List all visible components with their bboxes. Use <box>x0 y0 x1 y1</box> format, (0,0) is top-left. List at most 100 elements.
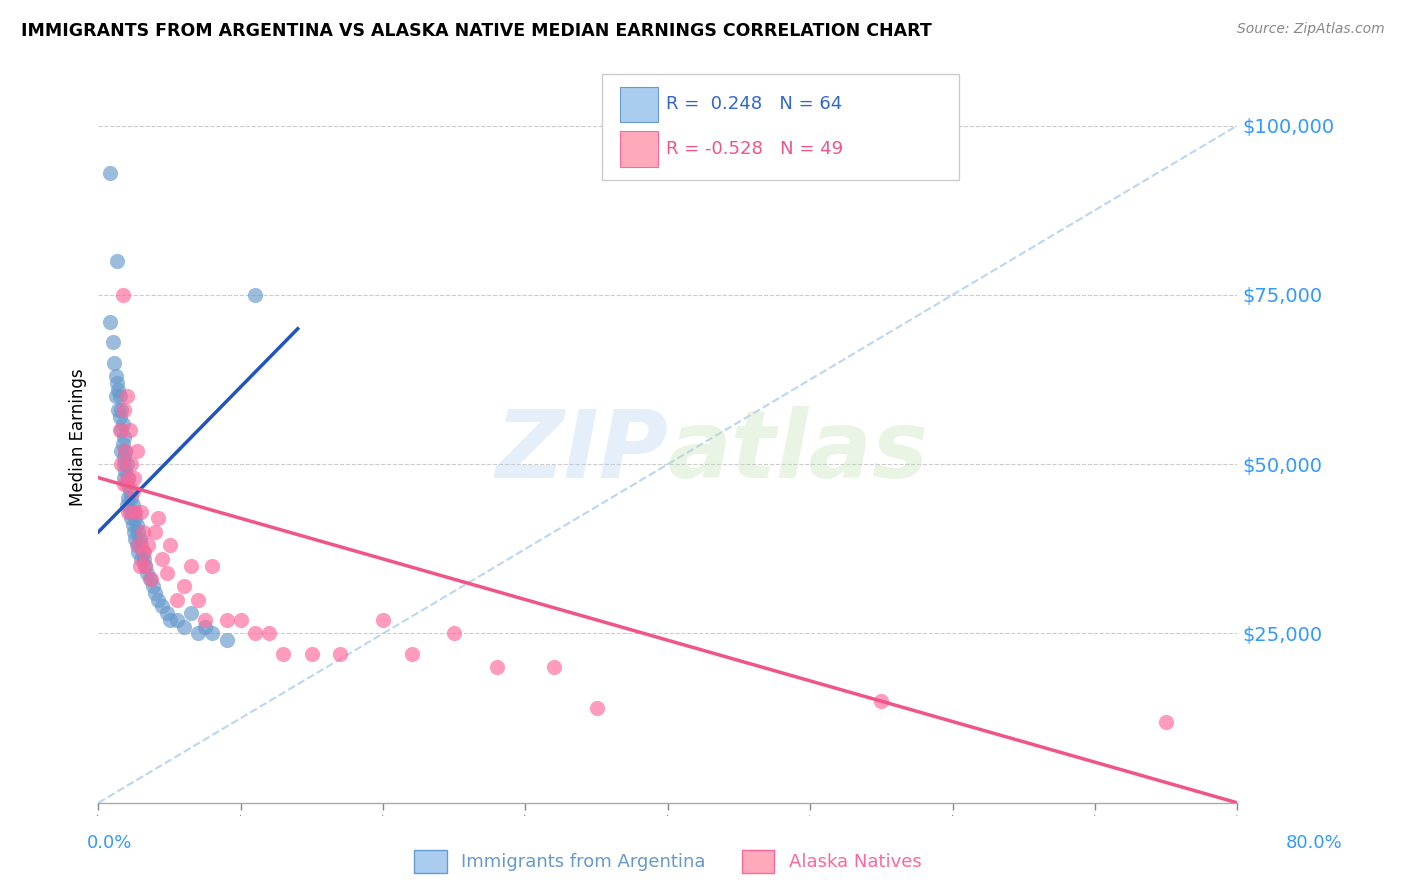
Point <box>112 450 135 465</box>
Point <box>108 389 131 403</box>
Point <box>110 443 132 458</box>
Point <box>180 606 202 620</box>
Point <box>107 403 129 417</box>
Text: 0.0%: 0.0% <box>87 834 132 852</box>
Point <box>105 376 128 390</box>
Point <box>110 423 132 437</box>
Point <box>127 538 149 552</box>
Point <box>124 505 146 519</box>
Point <box>273 647 295 661</box>
Point <box>138 572 160 586</box>
Point <box>129 538 152 552</box>
Point <box>173 579 195 593</box>
Point <box>118 423 141 437</box>
Point <box>105 254 128 268</box>
Text: Source: ZipAtlas.com: Source: ZipAtlas.com <box>1237 22 1385 37</box>
Point <box>121 484 143 499</box>
Point <box>145 586 167 600</box>
Point <box>166 592 188 607</box>
Point <box>111 288 134 302</box>
Point <box>259 626 281 640</box>
Point <box>108 423 131 437</box>
Point <box>187 626 209 640</box>
Point <box>112 477 135 491</box>
Point <box>121 498 143 512</box>
Point <box>131 545 153 559</box>
Legend: Immigrants from Argentina, Alaska Natives: Immigrants from Argentina, Alaska Native… <box>405 841 931 881</box>
Point <box>112 430 135 444</box>
Point <box>301 647 323 661</box>
Point <box>243 626 266 640</box>
Point <box>121 518 143 533</box>
Point <box>101 335 124 350</box>
Point <box>141 579 163 593</box>
Point <box>112 403 135 417</box>
Point <box>486 660 509 674</box>
Point <box>114 443 136 458</box>
Y-axis label: Median Earnings: Median Earnings <box>69 368 87 506</box>
Point <box>120 511 142 525</box>
Point <box>125 538 148 552</box>
Point <box>128 558 150 573</box>
Point <box>156 606 179 620</box>
Point <box>585 701 607 715</box>
Point <box>112 457 135 471</box>
Point <box>243 288 266 302</box>
Point <box>134 558 156 573</box>
Point <box>145 524 167 539</box>
Point <box>124 511 146 525</box>
Point <box>122 471 145 485</box>
Point <box>118 484 141 499</box>
Point <box>132 545 155 559</box>
Point <box>115 457 138 471</box>
Point <box>329 647 352 661</box>
Point <box>103 355 125 369</box>
Text: R = -0.528   N = 49: R = -0.528 N = 49 <box>666 140 844 158</box>
Point <box>128 532 150 546</box>
Point <box>107 383 129 397</box>
Point <box>180 558 202 573</box>
Point <box>152 599 174 614</box>
Point <box>401 647 423 661</box>
Point <box>104 389 127 403</box>
Point <box>173 620 195 634</box>
Point <box>134 558 156 573</box>
Point <box>543 660 565 674</box>
Point <box>104 369 127 384</box>
Point <box>115 389 138 403</box>
Point <box>870 694 893 708</box>
Point <box>194 620 217 634</box>
Point <box>122 524 145 539</box>
Point <box>127 524 149 539</box>
Point <box>201 626 224 640</box>
Point <box>117 491 139 505</box>
Point <box>373 613 395 627</box>
Point <box>229 613 252 627</box>
Point <box>108 409 131 424</box>
Point <box>148 511 170 525</box>
Point <box>112 471 135 485</box>
Point <box>117 505 139 519</box>
Point <box>129 552 152 566</box>
Text: 80.0%: 80.0% <box>1286 834 1343 852</box>
Point <box>114 443 136 458</box>
Point <box>115 477 138 491</box>
Point <box>156 566 179 580</box>
Point <box>124 532 146 546</box>
Point <box>98 315 121 329</box>
Point <box>117 471 139 485</box>
Point <box>166 613 188 627</box>
Text: R =  0.248   N = 64: R = 0.248 N = 64 <box>666 95 842 113</box>
Point <box>135 566 157 580</box>
Point <box>110 457 132 471</box>
Point <box>129 505 152 519</box>
Text: atlas: atlas <box>668 406 929 498</box>
Text: IMMIGRANTS FROM ARGENTINA VS ALASKA NATIVE MEDIAN EARNINGS CORRELATION CHART: IMMIGRANTS FROM ARGENTINA VS ALASKA NATI… <box>21 22 932 40</box>
Point <box>110 403 132 417</box>
Point <box>1154 714 1177 729</box>
Point <box>152 552 174 566</box>
Point <box>159 613 181 627</box>
Point <box>443 626 465 640</box>
Point <box>120 457 142 471</box>
Point <box>139 572 162 586</box>
